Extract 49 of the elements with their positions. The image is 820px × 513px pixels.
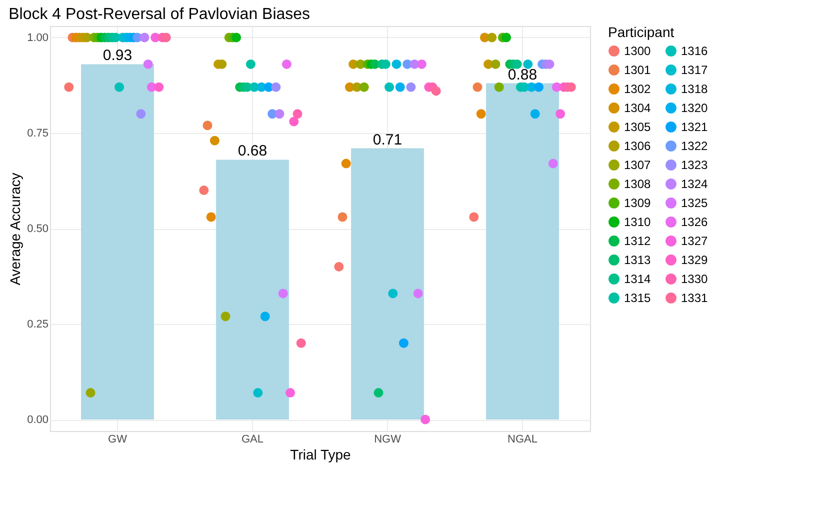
legend-label: 1309: [624, 196, 652, 210]
data-label: 0.71: [372, 131, 402, 148]
bar: [486, 83, 559, 420]
data-label: 0.68: [238, 142, 268, 160]
legend-label: 1327: [681, 234, 708, 248]
legend-title: Participant: [608, 24, 674, 40]
y-tick-label: 1.00: [27, 32, 48, 44]
legend-label: 1307: [624, 158, 652, 172]
chart-title: Block 4 Post-Reversal of Pavlovian Biases: [8, 6, 310, 23]
data-label: 0.88: [508, 66, 538, 84]
y-tick-label: 0.00: [27, 414, 48, 426]
y-tick-label: 0.50: [27, 223, 48, 235]
y-tick-label: 0.25: [27, 318, 48, 331]
legend-label: 1318: [681, 82, 708, 96]
data-label: 0.93: [102, 47, 132, 64]
x-tick-label: GW: [108, 434, 128, 446]
y-axis-title: Average Accuracy: [7, 172, 24, 286]
legend-label: 1304: [624, 101, 652, 115]
legend-label: 1315: [624, 291, 652, 305]
legend-label: 1312: [624, 234, 652, 248]
x-tick-label: NGW: [374, 434, 402, 446]
legend-label: 1314: [624, 272, 652, 286]
bar: [351, 148, 424, 420]
legend-label: 1323: [681, 158, 708, 172]
legend-label: 1317: [681, 63, 708, 77]
bar: [81, 64, 154, 420]
legend-label: 1331: [681, 291, 708, 305]
bar: [216, 160, 289, 420]
legend-label: 1308: [624, 177, 652, 191]
y-tick-label: 0.75: [27, 127, 48, 140]
legend-label: 1302: [624, 82, 652, 96]
legend-label: 1329: [681, 253, 708, 267]
legend-label: 1325: [681, 196, 708, 210]
legend-label: 1326: [681, 215, 708, 229]
legend-label: 1300: [624, 44, 652, 58]
legend-label: 1306: [624, 139, 652, 153]
x-tick-label: GAL: [241, 434, 264, 446]
legend-label: 1321: [681, 120, 708, 134]
legend-label: 1301: [624, 63, 652, 77]
legend-label: 1313: [624, 253, 652, 267]
x-axis-title: Trial Type: [290, 446, 352, 462]
legend-label: 1316: [681, 44, 708, 58]
legend-label: 1330: [681, 272, 708, 286]
x-tick-label: NGAL: [508, 434, 538, 446]
legend-label: 1305: [624, 120, 652, 134]
legend-label: 1324: [681, 177, 708, 191]
legend-label: 1322: [681, 139, 708, 153]
legend-label: 1310: [624, 215, 652, 229]
legend-label: 1320: [681, 101, 708, 115]
